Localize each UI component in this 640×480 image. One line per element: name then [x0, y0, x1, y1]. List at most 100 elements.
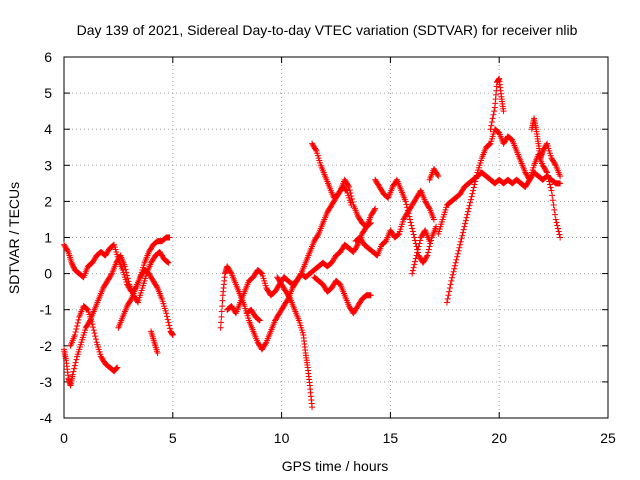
y-tick-label: 2: [44, 193, 52, 209]
data-point: [411, 261, 418, 268]
series-sat-q: [443, 126, 564, 306]
data-point: [470, 187, 477, 194]
series-sat-n: [409, 227, 433, 277]
data-point: [84, 306, 91, 313]
data-point: [490, 111, 497, 118]
data-point: [262, 340, 269, 347]
data-point: [446, 285, 453, 292]
data-point: [554, 225, 561, 232]
data-point: [406, 213, 413, 220]
data-point: [552, 161, 559, 168]
data-point: [451, 262, 458, 269]
data-point: [430, 216, 437, 223]
data-point: [64, 247, 71, 254]
data-point: [415, 243, 422, 250]
data-point: [457, 241, 464, 248]
data-point: [163, 310, 170, 317]
data-point: [458, 235, 465, 242]
data-point: [71, 362, 78, 369]
data-point: [449, 274, 456, 281]
x-tick-label: 10: [274, 430, 290, 446]
data-point: [75, 316, 82, 323]
data-point: [454, 250, 461, 257]
data-point: [424, 252, 431, 259]
data-point: [73, 325, 80, 332]
data-point: [487, 126, 494, 133]
series-sat-g: [224, 205, 379, 317]
data-point: [549, 192, 556, 199]
data-point: [447, 281, 454, 288]
data-point: [556, 231, 563, 238]
data-point: [488, 122, 495, 129]
data-point: [546, 181, 553, 188]
data-point: [489, 115, 496, 122]
data-point: [449, 271, 456, 278]
data-point: [409, 228, 416, 235]
data-point: [467, 199, 474, 206]
data-point: [543, 141, 550, 148]
data-point: [557, 234, 564, 241]
x-tick-label: 15: [383, 430, 399, 446]
data-point: [434, 171, 441, 178]
data-point: [470, 184, 477, 191]
y-tick-label: -3: [40, 374, 53, 390]
data-point: [463, 214, 470, 221]
data-point: [407, 219, 414, 226]
series-sat-j: [309, 140, 355, 209]
data-point: [367, 292, 374, 299]
data-point: [464, 211, 471, 218]
data-point: [113, 365, 120, 372]
data-point: [425, 249, 432, 256]
data-point: [134, 298, 141, 305]
y-tick-label: -1: [40, 302, 53, 318]
data-point: [461, 223, 468, 230]
data-point: [404, 207, 411, 214]
data-point: [72, 359, 79, 366]
data-point: [507, 135, 514, 142]
data-point: [491, 108, 498, 115]
data-point: [381, 239, 388, 246]
data-point: [453, 256, 460, 263]
x-axis-ticks: 0 5 10 15 20 25: [60, 57, 616, 446]
data-point: [164, 259, 171, 266]
data-point: [219, 303, 226, 310]
series-sat-k: [311, 274, 374, 317]
data-point: [114, 364, 121, 371]
data-point: [90, 327, 97, 334]
y-axis-label: SDTVAR / TECUs: [6, 182, 22, 294]
y-tick-label: 5: [44, 85, 52, 101]
data-points: [61, 75, 564, 411]
data-point: [113, 365, 120, 372]
data-point: [409, 270, 416, 277]
data-point: [165, 319, 172, 326]
data-point: [89, 321, 96, 328]
chart-title: Day 139 of 2021, Sidereal Day-to-day VTE…: [77, 22, 578, 38]
y-tick-label: 3: [44, 157, 52, 173]
grid-lines: [64, 57, 608, 418]
data-point: [217, 324, 224, 331]
data-point: [71, 331, 78, 338]
data-point: [108, 271, 115, 278]
data-point: [348, 202, 355, 209]
data-point: [346, 183, 353, 190]
data-point: [425, 246, 432, 253]
data-point: [258, 269, 265, 276]
data-point: [409, 225, 416, 232]
data-point: [153, 283, 160, 290]
data-point: [166, 234, 173, 241]
data-point: [469, 190, 476, 197]
data-point: [384, 194, 391, 201]
data-point: [486, 141, 493, 148]
data-point: [403, 201, 410, 208]
data-point: [123, 269, 130, 276]
data-point: [122, 266, 129, 273]
data-point: [411, 234, 418, 241]
data-point: [525, 175, 532, 182]
data-point: [456, 244, 463, 251]
data-point: [412, 258, 419, 265]
series-sat-d: [115, 266, 176, 338]
data-point: [412, 237, 419, 244]
data-point: [79, 273, 86, 280]
data-point: [546, 178, 553, 185]
data-point: [543, 168, 550, 175]
